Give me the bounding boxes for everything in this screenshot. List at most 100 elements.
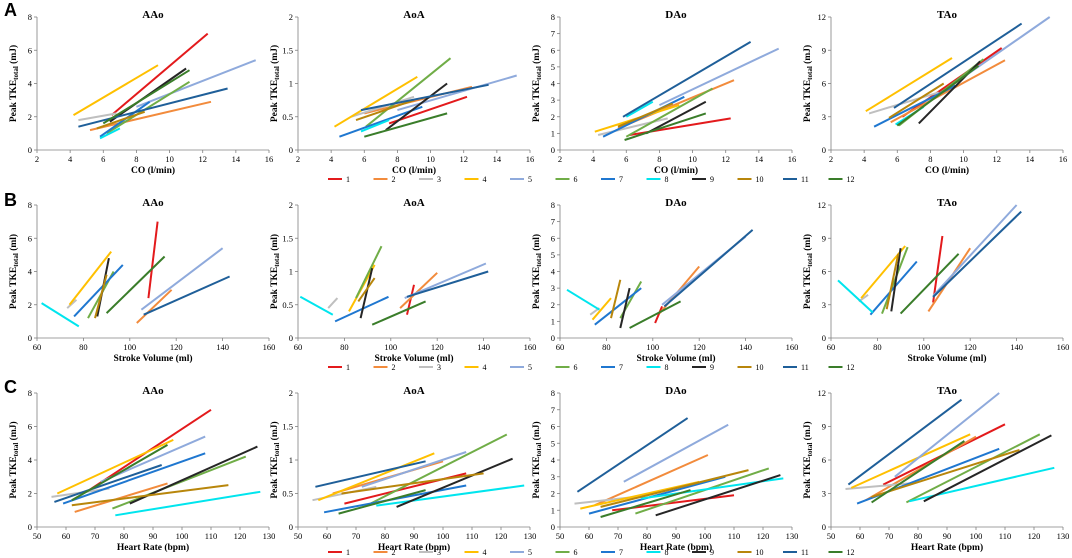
y-tick-label: 1 [289, 455, 293, 465]
y-tick-label: 0.5 [282, 489, 293, 499]
legend-label-11: 11 [801, 175, 809, 184]
y-tick-label: 9 [822, 45, 826, 55]
chart-title: TAo [937, 385, 957, 397]
series-line-12 [896, 64, 980, 127]
x-tick-label: 90 [672, 531, 681, 541]
legend-label-4: 4 [483, 175, 487, 184]
legend-label-2: 2 [392, 548, 396, 557]
series-line-8 [99, 127, 121, 140]
x-tick-label: 90 [410, 531, 419, 541]
x-tick-label: 60 [33, 342, 42, 352]
series-line-9 [396, 457, 513, 508]
legend-label-8: 8 [665, 363, 669, 372]
series-line-2 [136, 289, 173, 324]
series-line-6 [635, 467, 770, 515]
series-line-9 [923, 434, 1052, 503]
series-line-5 [932, 204, 1018, 297]
y-tick-label: 12 [818, 388, 827, 398]
y-tick-label: 0 [28, 145, 32, 155]
y-tick-label: 3 [551, 472, 555, 482]
series-line-5 [140, 247, 224, 311]
x-axis-label: CO (l/min) [925, 165, 969, 176]
x-tick-label: 160 [1057, 342, 1070, 352]
x-tick-label: 140 [216, 342, 229, 352]
x-tick-label: 4 [862, 154, 867, 164]
x-tick-label: 60 [294, 342, 303, 352]
x-tick-label: 130 [524, 531, 537, 541]
y-tick-label: 1 [289, 267, 293, 277]
series-line-8 [299, 295, 334, 316]
y-tick-label: 1 [551, 505, 555, 515]
x-tick-label: 120 [693, 342, 706, 352]
y-tick-label: 1 [551, 316, 555, 326]
series-line-10 [885, 253, 900, 310]
x-axis-label: Stroke Volume (ml) [908, 353, 987, 364]
series-line-5 [361, 451, 467, 488]
series-line-4 [68, 250, 112, 306]
chart-panel-dao-row2: DAo 0 1 2 3 4 5 6 7 8 60 80 100 120 140 160 Stroke Volum… [531, 197, 798, 364]
legend-label-8: 8 [665, 548, 669, 557]
y-axis-label: Peak TKEtotal (mJ) [269, 421, 281, 498]
series-line-6 [355, 245, 383, 299]
legend-label-12: 12 [847, 175, 855, 184]
chart-panel-aoa-row1: AoA 0 0.5 1 1.5 2 2 4 6 8 10 12 14 16 CO (l/min) Peak T… [269, 9, 534, 176]
x-tick-label: 100 [646, 342, 659, 352]
x-tick-label: 10 [688, 154, 697, 164]
legend-label-10: 10 [756, 363, 764, 372]
y-axis-label: Peak TKEtotal (mJ) [8, 45, 20, 122]
y-tick-label: 0 [822, 522, 826, 532]
series-line-2 [594, 454, 709, 507]
legend-label-12: 12 [847, 363, 855, 372]
series-line-11 [932, 210, 1022, 298]
x-tick-label: 140 [739, 342, 752, 352]
x-axis-label: Heart Rate (bpm) [640, 542, 712, 553]
chart-title: DAo [665, 9, 687, 21]
series-line-12 [624, 112, 707, 141]
chart-panel-aao-row2: AAo 0 2 4 6 8 60 80 100 120 140 160 Stroke Volume (m… [8, 197, 275, 364]
x-tick-label: 8 [395, 154, 399, 164]
x-tick-label: 14 [493, 154, 502, 164]
series-line-3 [868, 91, 939, 115]
y-axis-label: Peak TKEtotal (ml) [8, 234, 20, 309]
x-tick-label: 70 [614, 531, 623, 541]
series-line-6 [370, 433, 508, 505]
series-line-3 [66, 299, 78, 309]
x-tick-label: 2 [829, 154, 833, 164]
series-line-8 [115, 490, 261, 517]
legend-row-3: 1 2 3 4 5 6 7 8 9 10 11 12 [328, 548, 855, 557]
x-tick-label: 80 [914, 531, 923, 541]
series-line-8 [566, 288, 600, 311]
x-tick-label: 100 [970, 531, 983, 541]
series-line-3 [327, 297, 339, 309]
legend-label-11: 11 [801, 363, 809, 372]
x-tick-label: 130 [1057, 531, 1070, 541]
series-line-1 [932, 235, 944, 303]
x-tick-label: 110 [728, 531, 740, 541]
y-tick-label: 4 [28, 455, 33, 465]
y-tick-label: 0 [28, 333, 32, 343]
series-line-11 [360, 83, 489, 112]
series-line-6 [625, 87, 713, 138]
series-line-11 [663, 229, 754, 308]
chart-panel-dao-row3: DAo 0 1 2 3 4 5 6 7 8 50 60 70 80 90 100 110 120 130 Heart … [531, 385, 798, 553]
x-tick-label: 120 [1028, 531, 1041, 541]
y-tick-label: 6 [822, 267, 826, 277]
x-tick-label: 50 [33, 531, 42, 541]
x-tick-label: 100 [917, 342, 930, 352]
legend-label-5: 5 [528, 548, 532, 557]
y-tick-label: 12 [818, 200, 827, 210]
x-tick-label: 80 [381, 531, 390, 541]
legend-label-9: 9 [710, 175, 714, 184]
y-tick-label: 0 [822, 145, 826, 155]
y-tick-label: 7 [551, 29, 555, 39]
x-tick-label: 70 [352, 531, 361, 541]
y-tick-label: 2 [289, 200, 293, 210]
series-line-10 [610, 279, 622, 319]
series-line-11 [406, 270, 489, 298]
x-tick-label: 8 [657, 154, 661, 164]
chart-panel-aoa-row3: AoA 0 0.5 1 1.5 2 50 60 70 80 90 100 110 120 130 Heart … [269, 385, 536, 553]
series-line-7 [869, 260, 918, 316]
y-tick-label: 4 [28, 267, 33, 277]
